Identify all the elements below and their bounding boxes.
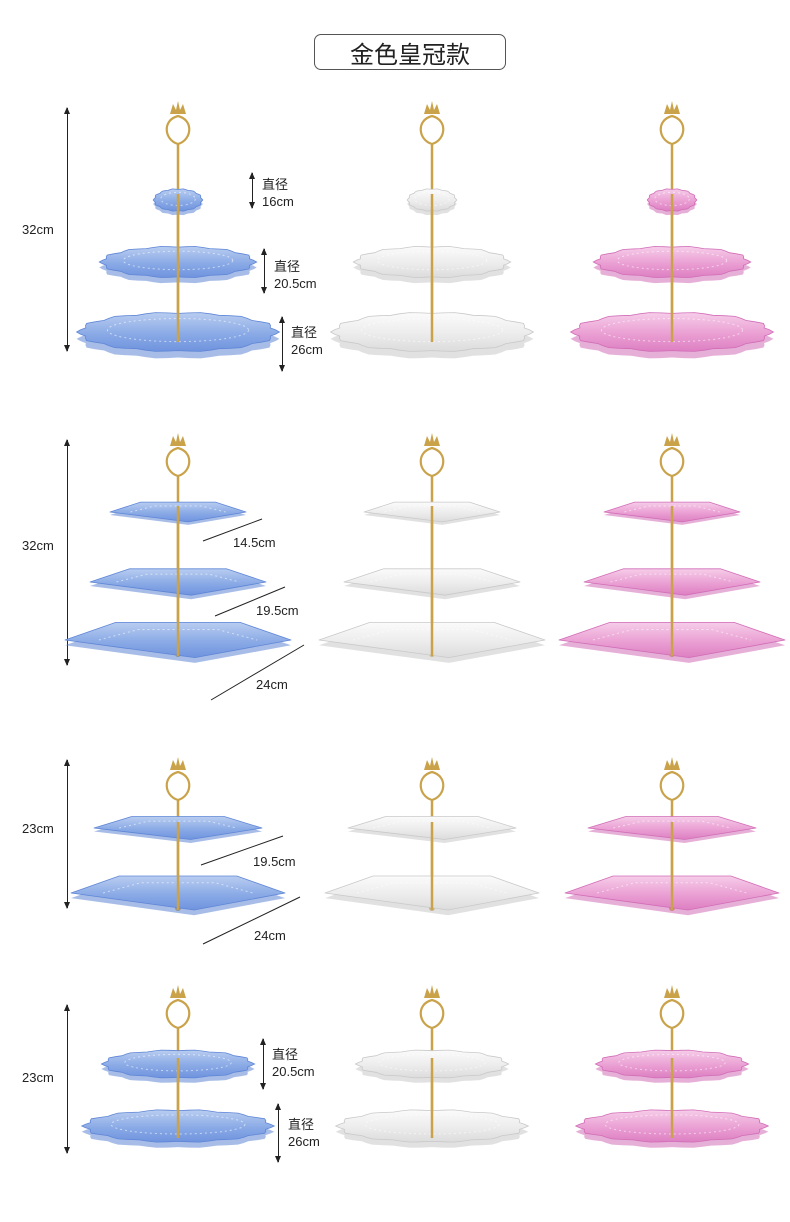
diameter-arrow <box>260 1038 266 1090</box>
diameter-arrow <box>275 1103 281 1163</box>
cake-stand-pink <box>569 101 775 359</box>
height-arrow <box>64 759 70 909</box>
cake-stand-blue <box>70 757 286 916</box>
cake-stand-blue <box>64 433 292 663</box>
diameter-text-mid: 直径 20.5cm <box>274 259 317 291</box>
height-label: 23cm <box>22 1070 54 1085</box>
size-label: 24cm <box>256 677 288 692</box>
cake-stand-blue <box>75 101 281 359</box>
diameter-arrow <box>261 248 267 294</box>
height-label: 32cm <box>22 222 54 237</box>
diameter-text-bottom: 直径 26cm <box>288 1117 320 1149</box>
page-title: 金色皇冠款 <box>314 34 506 70</box>
diameter-text-bottom: 直径 26cm <box>291 325 323 357</box>
diameter-arrow <box>279 316 285 372</box>
diameter-text-top: 直径 16cm <box>262 177 294 209</box>
cake-stand-pink <box>558 433 786 663</box>
cake-stand-white <box>318 433 546 663</box>
cake-stand-white <box>329 101 535 359</box>
cake-stand-pink <box>564 757 780 916</box>
size-label: 24cm <box>254 928 286 943</box>
cake-stand-pink <box>574 985 770 1148</box>
page-title-text: 金色皇冠款 <box>350 40 470 69</box>
size-label: 19.5cm <box>256 603 299 618</box>
height-arrow <box>64 1004 70 1154</box>
height-arrow <box>64 107 70 352</box>
cake-stand-blue <box>80 985 276 1148</box>
height-label: 23cm <box>22 821 54 836</box>
height-arrow <box>64 439 70 666</box>
size-label: 19.5cm <box>253 854 296 869</box>
diameter-arrow <box>249 172 255 209</box>
height-label: 32cm <box>22 538 54 553</box>
cake-stand-white <box>334 985 530 1148</box>
size-label: 14.5cm <box>233 535 276 550</box>
cake-stand-white <box>324 757 540 916</box>
diameter-text-top: 直径 20.5cm <box>272 1047 315 1079</box>
